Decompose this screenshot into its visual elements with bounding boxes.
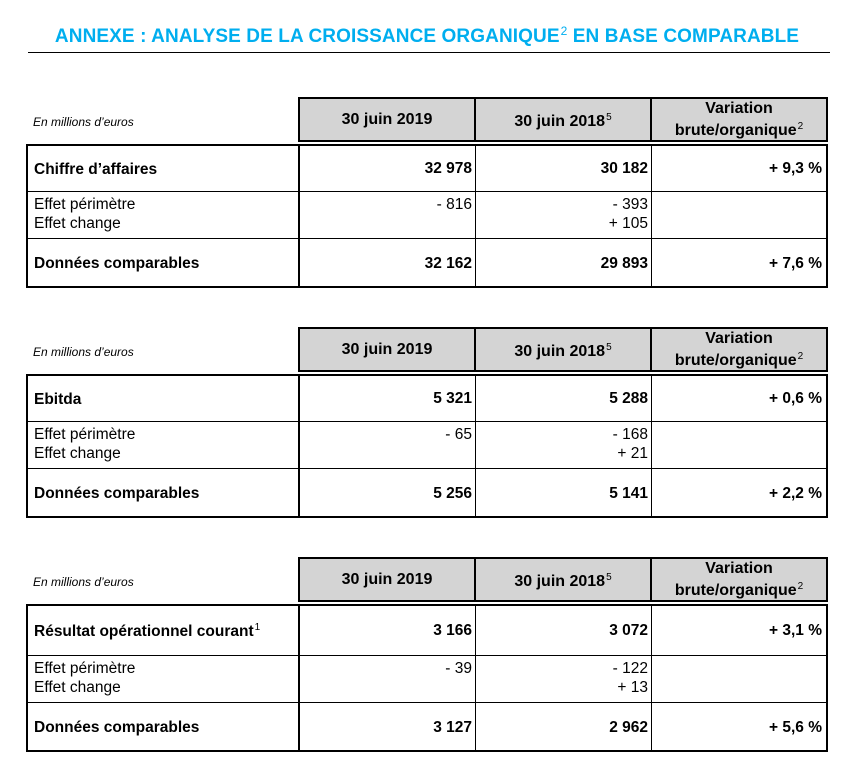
title-tail: EN BASE COMPARABLE xyxy=(567,26,800,47)
comparable-row-2019: 5 256 xyxy=(433,485,472,502)
col-header-2018: 30 juin 20185 xyxy=(474,327,652,372)
col-header-2018-footnote: 5 xyxy=(606,111,612,123)
row-divider xyxy=(28,655,826,656)
main-row-2019: 5 321 xyxy=(433,390,472,407)
table-header: En millions d’euros 30 juin 2019 30 juin… xyxy=(26,97,828,144)
col-header-2018-text: 30 juin 2018 xyxy=(514,572,606,590)
comparable-row-label: Données comparables xyxy=(34,485,200,502)
row-divider xyxy=(28,421,826,422)
main-row-label: Ebitda xyxy=(34,391,82,408)
col-header-variation-footnote: 2 xyxy=(797,120,804,132)
col-header-2018: 30 juin 20185 xyxy=(474,97,652,142)
effects-row-labels: Effet périmètre Effet change xyxy=(34,196,136,232)
table-header: En millions d’euros 30 juin 2019 30 juin… xyxy=(26,327,828,374)
col-header-2019-text: 30 juin 2019 xyxy=(341,340,433,358)
row-divider xyxy=(28,238,826,239)
unit-label: En millions d’euros xyxy=(33,115,134,129)
main-row-2019: 3 166 xyxy=(433,622,472,639)
table-body: Ebitda 5 321 5 288 + 0,6 % Effet périmèt… xyxy=(26,374,828,518)
column-divider xyxy=(651,146,652,286)
col-header-2019: 30 juin 2019 xyxy=(298,97,476,142)
comparable-row-label: Données comparables xyxy=(34,719,200,736)
col-header-2018-text: 30 juin 2018 xyxy=(514,342,606,360)
col-header-variation: Variation brute/organique2 xyxy=(650,97,828,142)
col-header-variation-line1: Variation xyxy=(705,559,773,577)
row-divider xyxy=(28,468,826,469)
comparable-row-2018: 2 962 xyxy=(609,719,648,736)
column-divider xyxy=(298,376,300,516)
main-row-variation: + 3,1 % xyxy=(769,622,822,639)
comparable-row-label: Données comparables xyxy=(34,255,200,272)
col-header-2018-footnote: 5 xyxy=(606,341,612,353)
col-header-variation-footnote: 2 xyxy=(797,350,804,362)
comparable-row-variation: + 5,6 % xyxy=(769,719,822,736)
column-divider xyxy=(475,606,476,750)
comparable-row-2018: 5 141 xyxy=(609,485,648,502)
main-row-2019: 32 978 xyxy=(424,160,472,177)
col-header-2019-text: 30 juin 2019 xyxy=(341,570,433,588)
effects-row-labels: Effet périmètre Effet change xyxy=(34,426,136,462)
col-header-2019: 30 juin 2019 xyxy=(298,557,476,602)
col-header-variation: Variation brute/organique2 xyxy=(650,327,828,372)
main-row-label: Chiffre d’affaires xyxy=(34,161,158,178)
column-divider xyxy=(475,376,476,516)
col-header-2018: 30 juin 20185 xyxy=(474,557,652,602)
page-title: ANNEXE : ANALYSE DE LA CROISSANCE ORGANI… xyxy=(0,24,854,48)
col-header-variation-line2: brute/organique xyxy=(674,121,797,139)
title-footnote: 2 xyxy=(560,24,568,38)
effects-row-2018: - 393 + 105 xyxy=(608,196,648,232)
main-row-2018: 3 072 xyxy=(609,622,648,639)
col-header-variation-footnote: 2 xyxy=(797,580,804,592)
unit-label: En millions d’euros xyxy=(33,575,134,589)
main-row-2018: 5 288 xyxy=(609,390,648,407)
effects-row-2019: - 39 xyxy=(445,660,472,677)
title-rule xyxy=(28,52,830,53)
column-divider xyxy=(651,376,652,516)
table-body: Chiffre d’affaires 32 978 30 182 + 9,3 %… xyxy=(26,144,828,288)
col-header-2019-text: 30 juin 2019 xyxy=(341,110,433,128)
table-body: Résultat opérationnel courant1 3 166 3 0… xyxy=(26,604,828,752)
comparable-row-2019: 3 127 xyxy=(433,719,472,736)
comparable-row-variation: + 7,6 % xyxy=(769,255,822,272)
col-header-variation-line2: brute/organique xyxy=(674,351,797,369)
col-header-variation: Variation brute/organique2 xyxy=(650,557,828,602)
main-row-label: Résultat opérationnel courant1 xyxy=(34,622,261,640)
column-divider xyxy=(298,606,300,750)
main-row-variation: + 9,3 % xyxy=(769,160,822,177)
effects-row-labels: Effet périmètre Effet change xyxy=(34,660,136,696)
unit-label: En millions d’euros xyxy=(33,345,134,359)
column-divider xyxy=(298,146,300,286)
col-header-2019: 30 juin 2019 xyxy=(298,327,476,372)
col-header-variation-line2: brute/organique xyxy=(674,581,797,599)
comparable-row-variation: + 2,2 % xyxy=(769,485,822,502)
col-header-2018-footnote: 5 xyxy=(606,571,612,583)
effects-row-2019: - 65 xyxy=(445,426,472,443)
comparable-row-2019: 32 162 xyxy=(424,255,472,272)
title-text: ANNEXE : ANALYSE DE LA CROISSANCE ORGANI… xyxy=(54,26,560,47)
column-divider xyxy=(651,606,652,750)
col-header-variation-line1: Variation xyxy=(705,99,773,117)
row-divider xyxy=(28,702,826,703)
main-row-2018: 30 182 xyxy=(600,160,648,177)
effects-row-2018: - 168 + 21 xyxy=(612,426,648,462)
row-divider xyxy=(28,191,826,192)
col-header-variation-line1: Variation xyxy=(705,329,773,347)
effects-row-2018: - 122 + 13 xyxy=(612,660,648,696)
effects-row-2019: - 816 xyxy=(436,196,472,213)
table-header: En millions d’euros 30 juin 2019 30 juin… xyxy=(26,557,828,604)
comparable-row-2018: 29 893 xyxy=(600,255,648,272)
column-divider xyxy=(475,146,476,286)
main-row-variation: + 0,6 % xyxy=(769,390,822,407)
col-header-2018-text: 30 juin 2018 xyxy=(514,112,606,130)
